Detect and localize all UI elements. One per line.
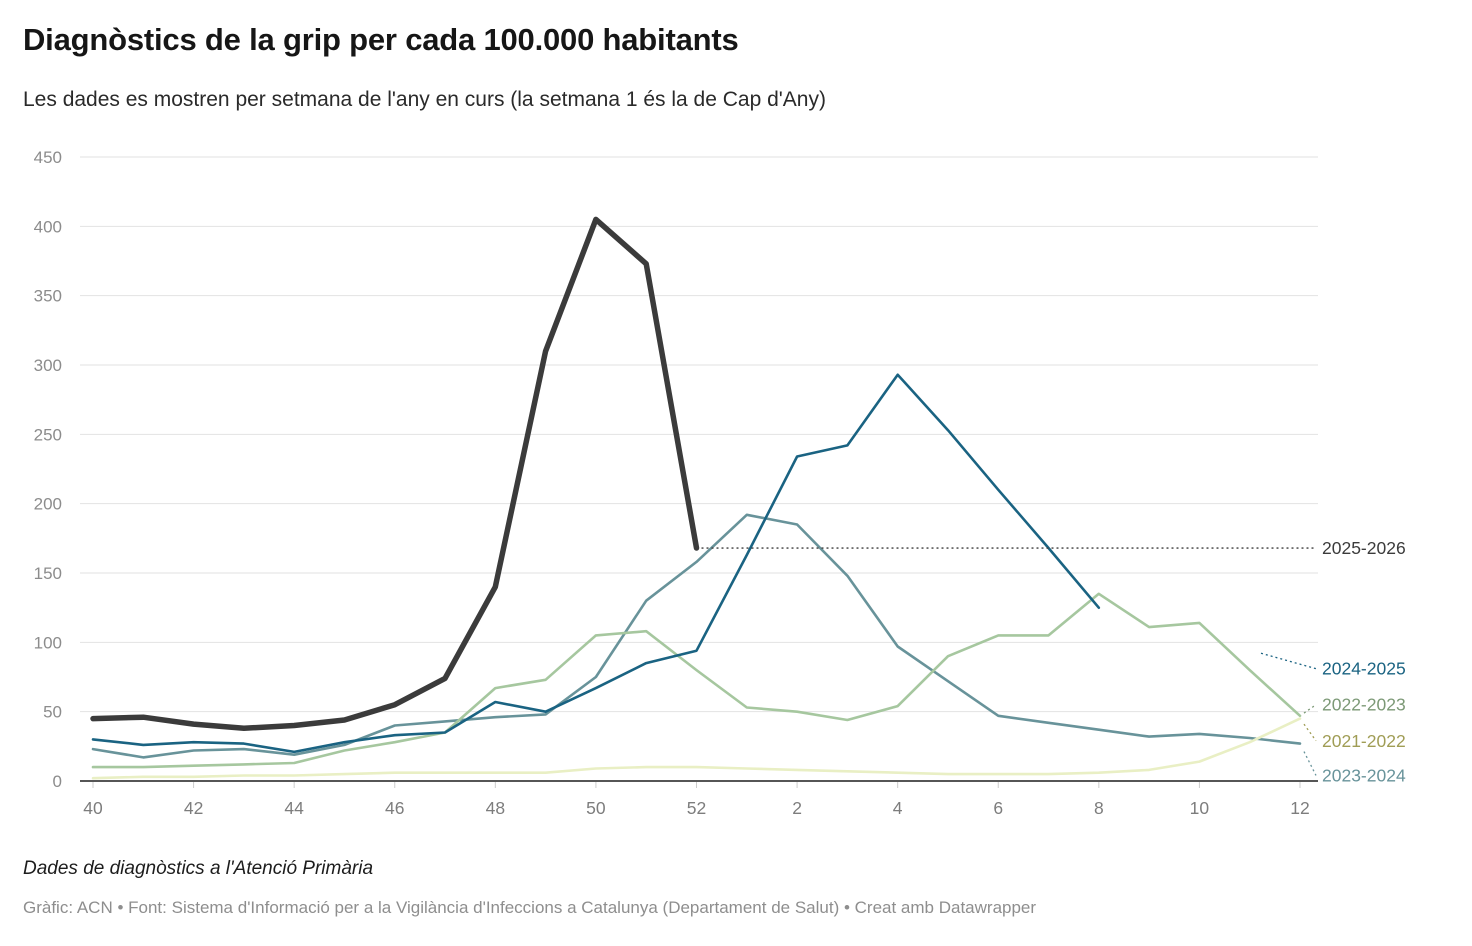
- x-axis-label: 8: [1094, 798, 1104, 818]
- y-axis-label: 450: [34, 148, 62, 167]
- y-axis-label: 350: [34, 287, 62, 306]
- series-line-2022-2023[interactable]: [91, 592, 1302, 769]
- series-label-2025-2026: 2025-2026: [1322, 538, 1406, 558]
- y-axis-label: 150: [34, 564, 62, 583]
- series-label-2021-2022: 2021-2022: [1322, 731, 1406, 751]
- y-axis-label: 400: [34, 217, 62, 236]
- x-axis-label: 6: [993, 798, 1003, 818]
- page-title: Diagnòstics de la grip per cada 100.000 …: [23, 22, 739, 57]
- y-axis-label: 100: [34, 633, 62, 652]
- footer-note: Dades de diagnòstics a l'Atenció Primàri…: [23, 858, 374, 879]
- x-axis-label: 10: [1190, 798, 1210, 818]
- y-axis-label: 300: [34, 356, 62, 375]
- x-axis-label: 46: [385, 798, 404, 818]
- x-axis-label: 44: [284, 798, 304, 818]
- y-axis-label: 50: [43, 703, 62, 722]
- x-axis-label: 40: [83, 798, 103, 818]
- footer-credits: Gràfic: ACN • Font: Sistema d'Informació…: [23, 898, 1037, 917]
- x-axis-label: 12: [1290, 798, 1309, 818]
- y-axis-label: 250: [34, 425, 62, 444]
- x-axis-label: 52: [687, 798, 706, 818]
- x-axis-label: 42: [184, 798, 203, 818]
- series-label-2022-2023: 2022-2023: [1322, 695, 1406, 715]
- x-axis-label: 48: [486, 798, 505, 818]
- x-axis-label: 50: [586, 798, 606, 818]
- y-axis-label: 0: [53, 772, 62, 791]
- y-axis-label: 200: [34, 495, 62, 514]
- series-label-2023-2024: 2023-2024: [1322, 765, 1406, 785]
- label-connector-2024-2025: [1260, 652, 1317, 670]
- series-line-2025-2026[interactable]: [90, 216, 700, 732]
- series-line-2021-2022[interactable]: [91, 717, 1302, 780]
- x-axis-label: 4: [893, 798, 903, 818]
- page-subtitle: Les dades es mostren per setmana de l'an…: [23, 88, 826, 111]
- series-line-2023-2024[interactable]: [91, 513, 1302, 759]
- series-label-2024-2025: 2024-2025: [1322, 659, 1406, 679]
- label-connector-2021-2022: [1303, 723, 1317, 742]
- label-connector-2023-2024: [1303, 751, 1317, 776]
- x-axis-label: 2: [792, 798, 802, 818]
- series-line-2024-2025[interactable]: [91, 373, 1101, 754]
